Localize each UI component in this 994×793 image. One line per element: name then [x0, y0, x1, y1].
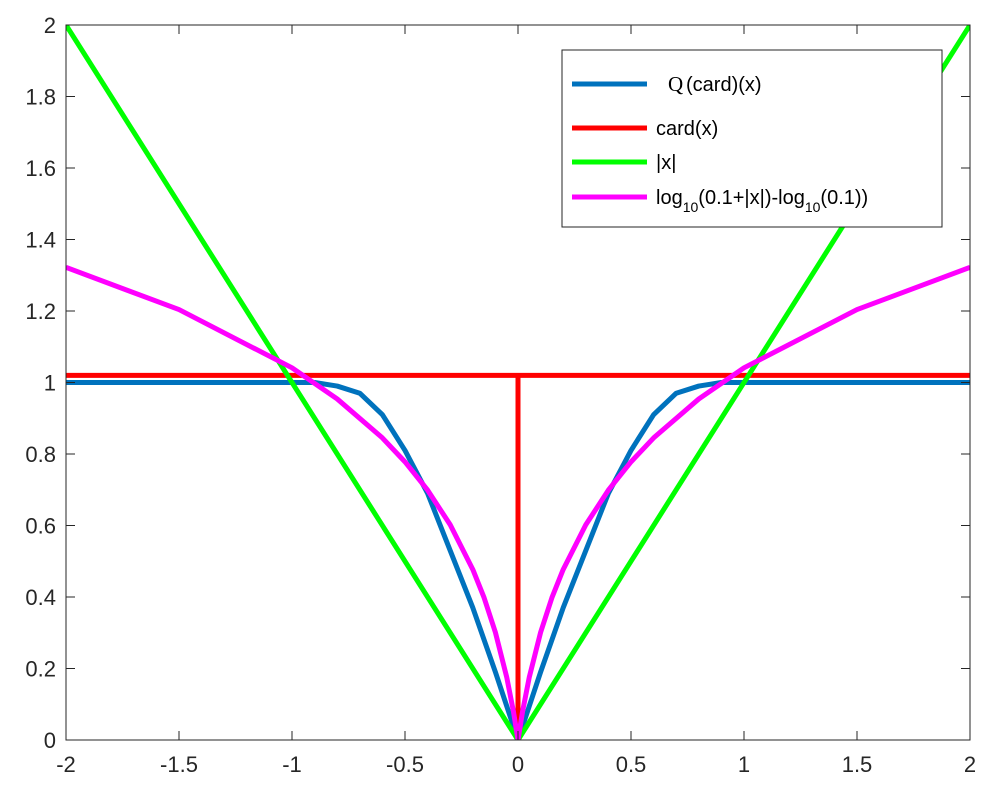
y-tick-label: 1.4 — [25, 228, 56, 253]
legend-label: log10(0.1+|x|)-log10(0.1)) — [656, 187, 868, 215]
legend-text-part: (0.1)) — [820, 187, 868, 209]
x-tick-label: 0 — [512, 752, 524, 777]
legend: Q (card)(x)card(x)|x|log10(0.1+|x|)-log10… — [561, 49, 943, 228]
series-line-card-x — [66, 372, 970, 740]
legend-label: |x| — [656, 152, 676, 174]
x-tick-label: 1.5 — [842, 752, 873, 777]
legend-subscript: 10 — [683, 199, 699, 215]
y-tick-label: 1.8 — [25, 85, 56, 110]
legend-label: card(x) — [656, 118, 718, 140]
y-tick-label: 0.8 — [25, 442, 56, 467]
legend-label-q: Q — [668, 72, 683, 96]
y-tick-label: 1.6 — [25, 156, 56, 181]
y-tick-label: 0 — [44, 728, 56, 753]
y-tick-label: 2 — [44, 13, 56, 38]
legend-label: (card)(x) — [686, 74, 762, 96]
axes-layer: -2 -1.5 -1 -0.5 0 0.5 1 1.5 2 0 0.2 0.4 0.6 0.8 1 1.2 1.… — [25, 13, 976, 777]
legend-text-part: log — [656, 187, 683, 209]
x-tick-label: 0.5 — [616, 752, 647, 777]
y-tick-label: 0.4 — [25, 585, 56, 610]
series-layer — [66, 25, 970, 740]
x-tick-label: -1.5 — [160, 752, 198, 777]
x-tick-label: -1 — [282, 752, 302, 777]
series-line-x — [66, 25, 970, 740]
y-tick-label: 0.6 — [25, 514, 56, 539]
x-tick-label: 2 — [964, 752, 976, 777]
y-tick-label: 1.2 — [25, 299, 56, 324]
series-line-q-card-x — [66, 380, 970, 740]
y-tick-label: 1 — [44, 371, 56, 396]
series-line-log10-0-1-x-log10-0-1 — [66, 265, 970, 740]
x-tick-label: -0.5 — [386, 752, 424, 777]
legend-text-part: (0.1+|x|)-log — [698, 187, 805, 209]
x-tick-label: 1 — [738, 752, 750, 777]
x-tick-label: -2 — [56, 752, 76, 777]
y-tick-label: 0.2 — [25, 657, 56, 682]
legend-subscript: 10 — [805, 199, 821, 215]
